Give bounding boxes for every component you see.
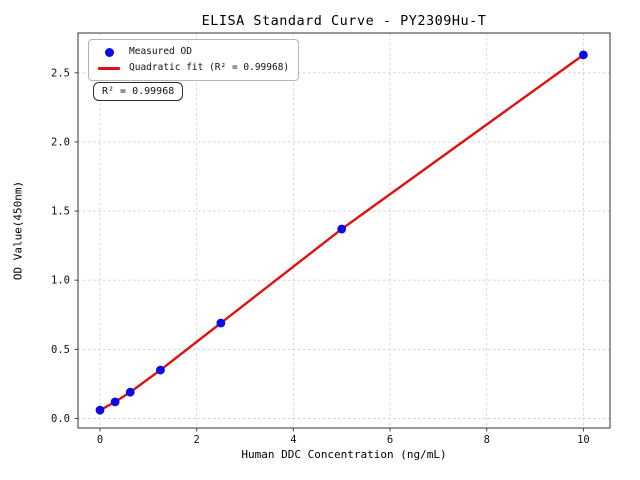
y-tick-label: 0.5 <box>51 344 70 356</box>
data-point <box>337 224 347 234</box>
y-tick-label: 2.5 <box>51 67 70 79</box>
y-tick-label: 1.0 <box>51 275 70 287</box>
tick-marks <box>74 72 584 432</box>
y-tick-label: 1.5 <box>51 206 70 218</box>
data-point <box>216 318 226 328</box>
x-tick-label: 8 <box>484 434 490 446</box>
chart-title: ELISA Standard Curve - PY2309Hu-T <box>201 13 487 29</box>
x-tick-label: 6 <box>387 434 393 446</box>
data-point <box>95 405 105 415</box>
tick-labels: 0 2 4 6 8 10 0.0 0.5 1.0 1.5 2.0 2.5 <box>51 67 590 446</box>
x-tick-label: 4 <box>290 434 296 446</box>
scatter-dot-marker-icon <box>104 47 114 57</box>
x-tick-label: 0 <box>97 434 103 446</box>
fit-line-marker-icon <box>98 66 120 70</box>
x-tick-label: 10 <box>577 434 590 446</box>
legend-item-measured-od: Measured OD <box>96 44 289 60</box>
legend-item-quadratic-fit: Quadratic fit (R² = 0.99968) <box>96 60 289 76</box>
data-point <box>125 387 135 397</box>
legend-label-quadratic-fit: Quadratic fit (R² = 0.99968) <box>129 62 290 73</box>
x-axis-label: Human DDC Concentration (ng/mL) <box>241 448 447 461</box>
gridlines <box>78 33 610 428</box>
data-point <box>579 50 588 60</box>
x-tick-label: 2 <box>194 434 200 446</box>
y-tick-label: 0.0 <box>51 413 70 425</box>
measured-od-points <box>95 50 588 415</box>
legend: Measured OD Quadratic fit (R² = 0.99968) <box>88 39 300 81</box>
data-point <box>156 365 165 375</box>
y-tick-label: 2.0 <box>51 136 70 148</box>
y-axis-label: OD Value(450nm) <box>11 180 25 281</box>
r-squared-annotation: R² = 0.99968 <box>93 82 184 101</box>
data-point <box>110 397 120 407</box>
plot-border <box>77 32 611 429</box>
legend-label-measured-od: Measured OD <box>129 46 192 57</box>
